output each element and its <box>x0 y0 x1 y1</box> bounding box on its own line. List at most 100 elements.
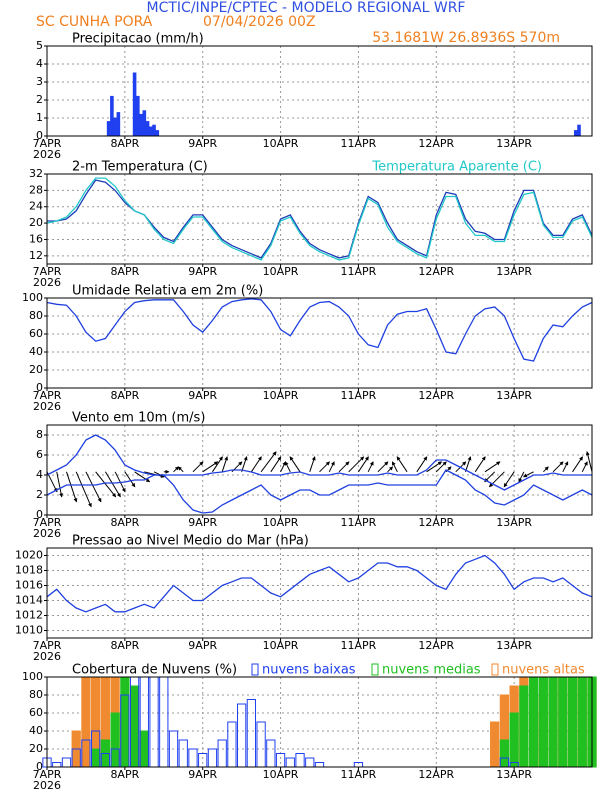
wind-vector <box>173 466 179 473</box>
wind-vector <box>212 456 223 473</box>
x-tick-label: 9APR <box>188 516 217 529</box>
wind-vector <box>46 471 58 493</box>
legend-label: nuvens baixas <box>262 663 356 678</box>
y-tick-label: 24 <box>29 200 43 213</box>
wind-vector <box>284 461 291 473</box>
plot-frame <box>46 547 593 639</box>
wind-vector <box>518 471 525 483</box>
panel-title: Umidade Relativa em 2m (%) <box>72 284 263 299</box>
wind-vector <box>177 466 184 473</box>
y-tick-label: 1010 <box>15 624 43 637</box>
x-tick-label: 13APR <box>496 768 532 781</box>
x-tick-label: 10APR <box>263 639 299 652</box>
x-tick-label: 13APR <box>496 137 532 150</box>
y-tick-label: 80 <box>29 309 43 322</box>
x-tick-label: 12APR <box>418 389 454 402</box>
bar <box>149 676 159 768</box>
bar <box>81 676 91 768</box>
bar <box>285 757 295 768</box>
bar <box>142 110 147 137</box>
page-title: MCTIC/INPE/CPTEC - MODELO REGIONAL WRF <box>147 0 466 16</box>
wind-vector <box>338 461 350 473</box>
y-tick-label: 80 <box>29 688 43 701</box>
series-line <box>46 434 592 491</box>
wind-vector <box>56 471 64 498</box>
y-tick-label: 2 <box>36 488 43 501</box>
x-tick-label: 9APR <box>188 265 217 278</box>
bar <box>256 721 266 768</box>
x-tick-label: 8APR <box>110 768 139 781</box>
y-tick-label: 20 <box>29 363 43 376</box>
wind-vector <box>474 456 486 473</box>
wind-vector <box>85 471 102 503</box>
wind-vector <box>585 451 593 472</box>
wind-vector <box>542 466 549 473</box>
y-tick-label: 8 <box>36 428 43 441</box>
x-tick-label: 7APR <box>33 265 62 278</box>
wind-vector <box>348 456 365 473</box>
x-tick-label: 9APR <box>188 639 217 652</box>
wind-vector <box>503 471 515 488</box>
x-tick-label: 8APR <box>110 265 139 278</box>
wind-vector <box>289 456 301 473</box>
x-tick-label: 11APR <box>341 265 377 278</box>
wind-vector <box>134 471 151 483</box>
wind-vector <box>319 461 330 473</box>
plot-frame <box>46 45 593 137</box>
bar <box>207 748 218 768</box>
x-tick-label: 13APR <box>496 265 532 278</box>
location: SC CUNHA PORA <box>36 14 153 30</box>
legend-label: nuvens medias <box>382 663 481 678</box>
bar <box>120 676 130 768</box>
wind-vector <box>95 471 117 498</box>
wind-vector <box>104 471 121 498</box>
x-tick-label: 10APR <box>263 389 299 402</box>
legend-label: nuvens altas <box>502 663 585 678</box>
panel-title: Pressao ao Nivel Medio do Mar (hPa) <box>72 534 309 549</box>
bar <box>198 753 208 768</box>
bar <box>577 124 581 137</box>
coordinates: 53.1681W 26.8936S 570m <box>372 30 560 46</box>
x-tick-label: 11APR <box>341 389 377 402</box>
wind-vector <box>270 456 282 473</box>
wind-vector <box>367 461 374 473</box>
wind-vector <box>124 471 136 488</box>
x-tick-label: 12APR <box>418 639 454 652</box>
bar <box>227 721 237 768</box>
bar <box>577 676 587 768</box>
x-tick-label: 9APR <box>188 137 217 150</box>
wind-vector <box>280 461 287 473</box>
wind-vector <box>328 461 335 473</box>
run-date: 07/04/2026 00Z <box>203 14 316 30</box>
x-tick-label: 9APR <box>188 768 217 781</box>
wind-vector <box>426 461 443 473</box>
y-tick-label: 2 <box>36 93 43 106</box>
x-tick-label: 12APR <box>418 516 454 529</box>
bar <box>178 739 188 768</box>
y-tick-label: 12 <box>29 249 43 262</box>
wind-vector <box>114 471 126 493</box>
bar <box>145 121 150 137</box>
bar <box>246 699 257 768</box>
y-tick-label: 4 <box>36 57 43 70</box>
y-tick-label: 16 <box>29 232 43 245</box>
x-tick-label: 8APR <box>110 137 139 150</box>
x-tick-label: 11APR <box>341 768 377 781</box>
wind-vector <box>241 456 248 472</box>
x-tick-label: 7APR <box>33 389 62 402</box>
bar <box>132 72 137 137</box>
x-tick-label: 12APR <box>418 768 454 781</box>
wind-vector <box>396 456 408 473</box>
series-line <box>46 469 593 514</box>
plot-frame <box>46 173 593 265</box>
panel-title: Cobertura de Nuvens (%) <box>72 663 237 678</box>
y-tick-label: 28 <box>29 183 43 196</box>
bar <box>155 130 160 137</box>
x-tick-label: 12APR <box>418 137 454 150</box>
wind-vector <box>581 461 588 473</box>
x-tick-label: 7APR <box>33 639 62 652</box>
bar <box>528 676 539 768</box>
series-line <box>46 298 593 362</box>
